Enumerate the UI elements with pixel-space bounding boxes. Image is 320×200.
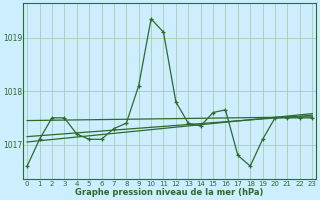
X-axis label: Graphe pression niveau de la mer (hPa): Graphe pression niveau de la mer (hPa)	[76, 188, 264, 197]
